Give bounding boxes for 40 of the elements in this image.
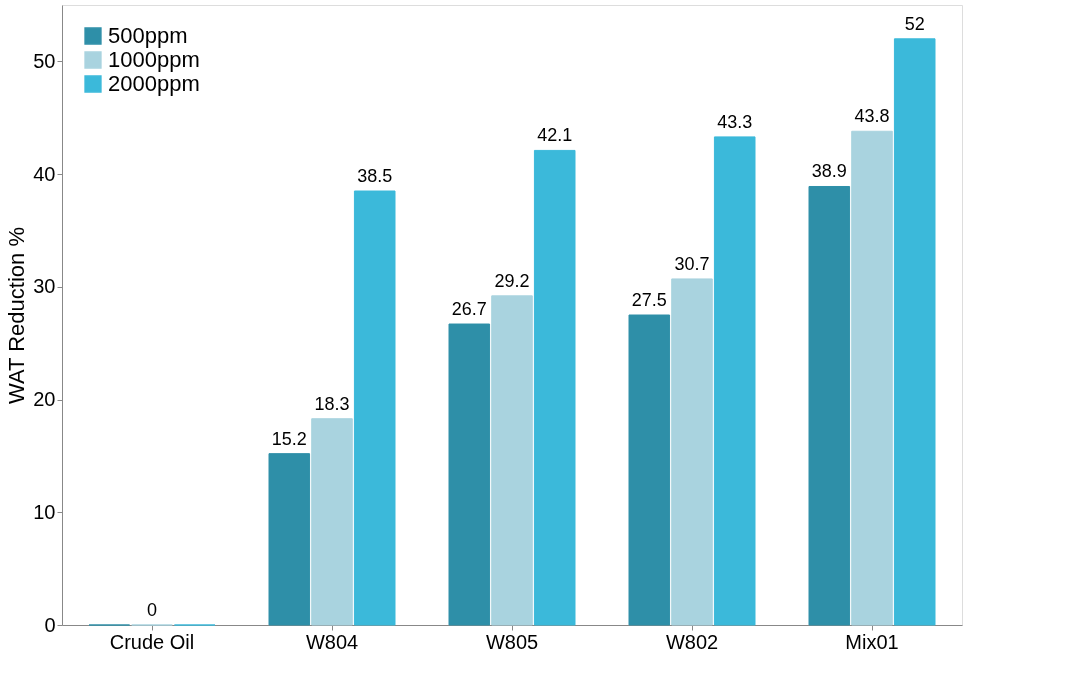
data-label: 38.5 (357, 166, 393, 186)
bar (808, 185, 851, 626)
bar (491, 295, 533, 626)
data-label: 43.8 (854, 106, 890, 127)
bar (448, 323, 491, 626)
bar (713, 136, 756, 626)
data-label: 15.2 (271, 428, 307, 449)
data-label: 26.7 (451, 299, 487, 320)
legend-label: 2000ppm (108, 71, 200, 96)
data-label: 42.1 (537, 125, 573, 146)
y-tick-label: 10 (33, 500, 56, 523)
legend-label: 500ppm (108, 23, 188, 48)
data-label: 43.3 (717, 111, 753, 132)
y-tick-label: 20 (33, 388, 56, 411)
data-label: 0 (146, 600, 158, 620)
bar (353, 190, 396, 626)
y-tick-label: 50 (33, 49, 56, 72)
x-tick-label: W804 (305, 630, 359, 653)
y-tick-label: 0 (44, 613, 56, 636)
y-axis-title: WAT Reduction % (4, 227, 30, 404)
bar (851, 130, 893, 626)
legend-label: 1000ppm (108, 47, 200, 72)
y-tick-label: 40 (33, 162, 56, 185)
x-tick-label: Crude Oil (109, 630, 195, 653)
data-label: 38.9 (811, 161, 847, 182)
bar (628, 314, 671, 626)
x-tick-label: W805 (485, 630, 539, 653)
data-label: 30.7 (674, 253, 710, 274)
bar (671, 278, 713, 626)
bar (311, 418, 353, 626)
x-tick-label: Mix01 (845, 630, 899, 653)
data-label: 29.2 (494, 270, 530, 291)
data-label: 52 (904, 13, 925, 34)
x-tick-label: W802 (665, 630, 719, 653)
bar (893, 38, 936, 626)
data-label: 27.5 (631, 290, 667, 310)
y-tick-label: 30 (33, 275, 56, 298)
data-label: 18.3 (314, 393, 350, 414)
bar (533, 149, 576, 626)
bar (268, 453, 311, 626)
